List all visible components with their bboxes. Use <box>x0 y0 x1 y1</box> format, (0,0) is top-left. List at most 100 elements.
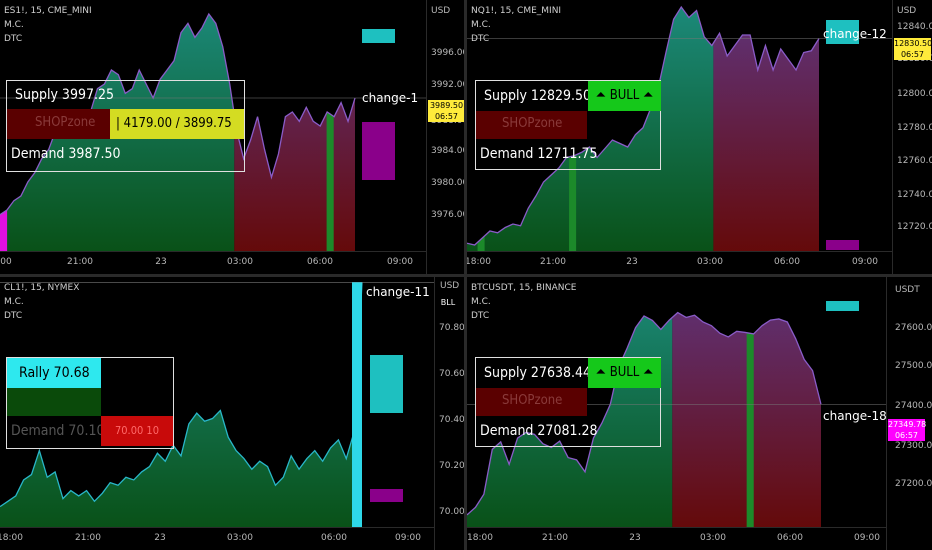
rally-label: Rally 70.68 <box>7 358 101 388</box>
time-tick: 03:00 <box>697 257 723 267</box>
chart-pane-nq[interactable]: NQ1!, 15, CME_MINI M.C. DTC change-12 Su… <box>467 0 932 274</box>
symbol-label[interactable]: BTCUSDT, 15, BINANCE <box>471 283 577 293</box>
last-price-badge: 27349.78 06:57 <box>888 419 926 441</box>
price-tick: 12780.00 <box>897 123 932 133</box>
status-box-bottom <box>362 122 395 180</box>
btc-plot[interactable] <box>467 277 886 528</box>
supply-label: Supply 27638.44 <box>484 365 592 381</box>
last-price: 12830.50 <box>894 39 932 48</box>
price-tick: 70.40 <box>439 415 464 425</box>
time-tick: 03:00 <box>227 257 253 267</box>
pane-divider-horizontal[interactable] <box>0 274 932 277</box>
price-tick: 12720.00 <box>897 222 932 232</box>
status-box-top <box>826 20 859 44</box>
zone-box: Supply 3997.25 SHOPzone | 4179.00 / 3899… <box>6 80 245 172</box>
price-tick: 27400.00 <box>895 401 932 411</box>
countdown: 06:57 <box>434 112 459 121</box>
demand-row: Demand 70.10 70.00 10 <box>7 416 173 448</box>
demand-label: Demand 27081.28 <box>480 423 598 439</box>
rally-spike <box>352 282 362 528</box>
time-axis[interactable]: 18:00 21:00 23 03:00 06:00 09:00 <box>467 527 886 550</box>
indicator-label-dtc[interactable]: DTC <box>4 34 23 44</box>
time-tick: 21:00 <box>542 533 568 543</box>
chart-header: BTCUSDT, 15, BINANCE M.C. DTC <box>471 281 576 323</box>
nq-plot[interactable] <box>467 0 892 252</box>
price-tick: 3996.00 <box>431 48 464 58</box>
price-tick: 27500.00 <box>895 361 932 371</box>
price-tick: 3984.00 <box>431 146 464 156</box>
price-tick: 70.00 <box>439 507 464 517</box>
change-label: change-12 <box>823 27 887 41</box>
price-tick: 27600.00 <box>895 323 932 333</box>
time-tick: 03:00 <box>700 533 726 543</box>
supply-row: Supply 12829.50 ⏶ BULL ⏶ <box>476 81 661 111</box>
mid-row <box>7 388 101 416</box>
indicator-label-dtc[interactable]: DTC <box>471 311 490 321</box>
supply-row: Supply 27638.44 ⏶ BULL ⏶ <box>476 358 661 388</box>
indicator-label-mc[interactable]: M.C. <box>471 20 491 30</box>
price-tick: 12760.00 <box>897 156 932 166</box>
time-tick: 06:00 <box>307 257 333 267</box>
supply-label: Supply 12829.50 <box>484 88 592 104</box>
time-tick: 21:00 <box>75 533 101 543</box>
symbol-label[interactable]: CL1!, 15, NYMEX <box>4 283 80 293</box>
price-tick: 12740.00 <box>897 190 932 200</box>
demand-label: Demand 3987.50 <box>11 146 121 162</box>
indicator-label-mc[interactable]: M.C. <box>4 20 24 30</box>
price-tick: 12840.00 <box>897 22 932 32</box>
demand-row: Demand 27081.28 <box>476 418 660 446</box>
time-axis[interactable]: 00 21:00 23 03:00 06:00 09:00 <box>0 251 426 274</box>
chart-header: ES1!, 15, CME_MINI M.C. DTC <box>4 4 92 46</box>
price-axis[interactable]: USD 3996.00 3992.00 3988.00 3984.00 3980… <box>426 0 464 274</box>
time-tick: 09:00 <box>854 533 880 543</box>
axis-currency: USD <box>431 6 451 16</box>
indicator-label-dtc[interactable]: DTC <box>4 311 23 321</box>
time-axis[interactable]: 18:00 21:00 23 03:00 06:00 09:00 <box>0 527 434 550</box>
status-box-top <box>362 29 395 43</box>
last-price-badge: BLL <box>436 297 460 308</box>
symbol-label[interactable]: NQ1!, 15, CME_MINI <box>471 6 562 16</box>
demand-row: Demand 12711.75 <box>476 141 660 169</box>
price-axis[interactable]: USD 12840.00 12820.00 12800.00 12780.00 … <box>892 0 932 274</box>
last-price-badge: 3989.50 06:57 <box>428 100 464 122</box>
indicator-label-mc[interactable]: M.C. <box>471 297 491 307</box>
bull-badge: ⏶ BULL ⏶ <box>588 358 661 388</box>
supply-label: Supply 3997.25 <box>15 87 114 103</box>
zone-box: Rally 70.68 Demand 70.10 70.00 10 <box>6 357 174 449</box>
last-price: BLL <box>440 298 456 307</box>
price-tick: 27200.00 <box>895 479 932 489</box>
time-tick: 23 <box>629 533 641 543</box>
demand-label: Demand 12711.75 <box>480 146 598 162</box>
last-price-badge: 12830.50 06:57 <box>894 38 932 60</box>
price-tick: 3980.00 <box>431 178 464 188</box>
price-line <box>0 282 363 508</box>
change-label: change-18 <box>823 409 887 423</box>
rally-row: Rally 70.68 <box>7 358 173 388</box>
time-tick: 06:00 <box>777 533 803 543</box>
chart-header: CL1!, 15, NYMEX M.C. DTC <box>4 281 79 323</box>
symbol-label[interactable]: ES1!, 15, CME_MINI <box>4 6 92 16</box>
price-line <box>467 311 822 516</box>
shopzone-row: SHOPzone | 4179.00 / 3899.75 <box>7 109 244 139</box>
zone-box: Supply 27638.44 ⏶ BULL ⏶ SHOPzone Demand… <box>475 357 661 447</box>
axis-currency: USD <box>897 6 917 16</box>
axis-currency: USD <box>440 281 460 291</box>
chart-pane-btc[interactable]: BTCUSDT, 15, BINANCE M.C. DTC change-18 … <box>467 277 932 550</box>
time-tick: 23 <box>154 533 166 543</box>
demand-row: Demand 3987.50 <box>7 141 244 169</box>
time-tick: 06:00 <box>321 533 347 543</box>
chart-pane-es[interactable]: ES1!, 15, CME_MINI M.C. DTC change-1 Sup… <box>0 0 464 274</box>
indicator-label-dtc[interactable]: DTC <box>471 34 490 44</box>
chart-pane-cl[interactable]: CL1!, 15, NYMEX M.C. DTC change-11 Rally… <box>0 277 464 550</box>
bull-badge: ⏶ BULL ⏶ <box>588 81 661 111</box>
price-axis[interactable]: USD 70.80 70.60 70.40 70.20 70.00 BLL <box>434 277 464 550</box>
green-strip <box>746 312 754 528</box>
indicator-label-mc[interactable]: M.C. <box>4 297 24 307</box>
time-tick: 09:00 <box>395 533 421 543</box>
price-axis[interactable]: USDT 27600.00 27500.00 27400.00 27300.00… <box>886 277 932 550</box>
supply-row: Supply 3997.25 <box>7 81 244 109</box>
status-box-bottom <box>370 489 403 502</box>
time-axis[interactable]: 18:00 21:00 23 03:00 06:00 09:00 <box>467 251 892 274</box>
time-tick: 21:00 <box>67 257 93 267</box>
shopzone-label: SHOPzone <box>35 115 96 130</box>
